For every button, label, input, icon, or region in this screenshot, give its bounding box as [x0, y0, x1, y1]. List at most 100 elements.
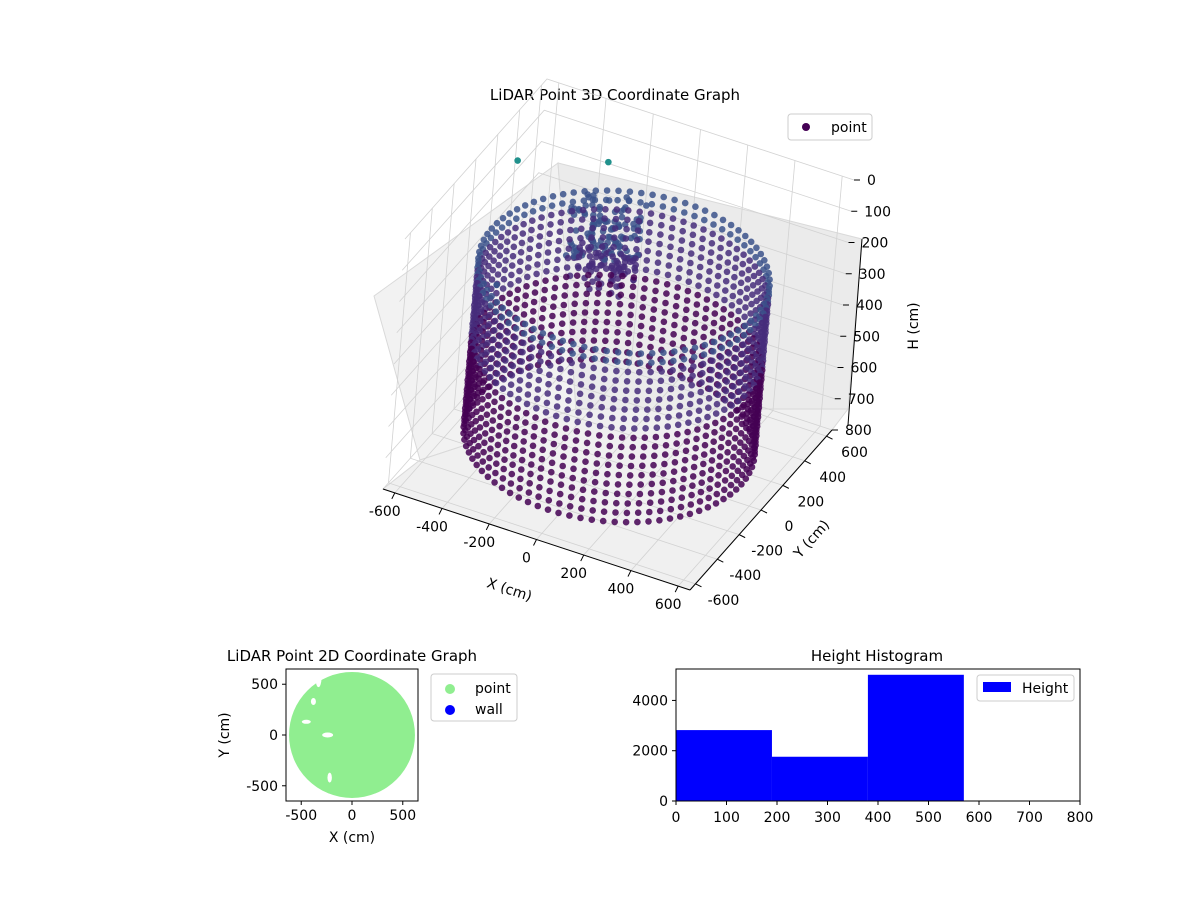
- point-3d: [600, 375, 608, 383]
- point-3d: [686, 510, 694, 518]
- point-3d: [541, 286, 548, 294]
- point-3d: [624, 368, 632, 376]
- plot-3d: LiDAR Point 3D Coordinate Graph 0 100 200 3…: [369, 78, 922, 613]
- point-3d: [624, 216, 631, 224]
- point-3d: [623, 378, 631, 385]
- point-3d: [691, 344, 699, 352]
- point-3d: [550, 440, 558, 448]
- point-3d: [645, 518, 652, 525]
- point-gap: [301, 719, 311, 724]
- point-3d: [511, 234, 518, 241]
- point-3d: [637, 350, 645, 357]
- point-3d: [741, 392, 748, 400]
- point-3d: [694, 426, 701, 433]
- point-3d: [747, 238, 755, 246]
- point-3d: [671, 459, 679, 466]
- point-3d: [554, 256, 561, 264]
- histogram-title: Height Histogram: [811, 647, 943, 665]
- point-3d: [563, 273, 570, 281]
- point-3d: [615, 187, 622, 195]
- point-3d: [589, 224, 596, 232]
- point-3d: [497, 332, 504, 340]
- point-3d: [647, 343, 654, 351]
- point-3d: [690, 463, 698, 471]
- point-3d: [560, 301, 568, 309]
- point-3d: [725, 430, 733, 437]
- point-3d: [556, 500, 563, 507]
- point-3d: [522, 409, 530, 417]
- point-3d: [573, 281, 580, 289]
- point-3d: [676, 255, 684, 263]
- point-3d: [581, 467, 588, 475]
- point-3d: [597, 413, 605, 420]
- point-3d: [549, 312, 556, 320]
- x-tick-label-hist: 400: [865, 810, 892, 826]
- point-3d: [480, 377, 488, 384]
- point-3d: [534, 261, 541, 268]
- point-3d: [609, 405, 617, 412]
- point-3d: [591, 196, 599, 204]
- point-3d: [697, 254, 705, 261]
- point-3d: [677, 246, 685, 254]
- point-3d: [747, 310, 754, 317]
- point-3d: [499, 475, 507, 482]
- y-tick-label-2d: 0: [269, 728, 278, 744]
- point-3d: [731, 435, 739, 442]
- point-3d: [587, 402, 594, 409]
- point-3d: [611, 225, 619, 232]
- plot-2d-ylabel: Y (cm): [217, 712, 233, 758]
- point-3d: [655, 396, 663, 403]
- point-3d: [567, 368, 575, 376]
- point-3d: [641, 275, 649, 283]
- point-3d: [570, 340, 577, 348]
- point-3d: [482, 358, 490, 366]
- point-3d: [618, 282, 625, 289]
- point-3d: [614, 196, 621, 204]
- point-3d: [681, 346, 689, 354]
- point-3d: [481, 367, 489, 375]
- point-3d: [476, 424, 484, 431]
- point-3d: [618, 443, 625, 451]
- point-3d: [637, 199, 644, 206]
- point-3d: [642, 266, 650, 274]
- point-3d: [635, 378, 642, 385]
- point-3d: [491, 398, 498, 406]
- point-3d: [727, 481, 735, 489]
- point-3d: [623, 509, 631, 517]
- point-3d: [503, 238, 511, 245]
- point-3d: [529, 442, 537, 450]
- point-3d: [648, 359, 655, 367]
- point-3d: [666, 252, 673, 260]
- point-3d: [538, 314, 546, 322]
- point-3d: [515, 494, 523, 501]
- point-3d: [577, 381, 585, 388]
- point-3d: [602, 328, 610, 335]
- point-3d: [676, 402, 684, 410]
- point-3d: [663, 281, 671, 288]
- point-3d: [654, 415, 661, 422]
- point-3d: [721, 486, 728, 494]
- point-3d: [496, 422, 503, 430]
- point-3d: [530, 325, 537, 333]
- point-3d: [663, 290, 670, 297]
- point-3d: [563, 415, 571, 423]
- point-3d: [734, 236, 741, 243]
- point-3d: [566, 236, 573, 243]
- point-3d: [518, 466, 525, 473]
- point-3d: [621, 406, 628, 413]
- point-3d: [736, 298, 743, 305]
- point-3d: [634, 518, 641, 526]
- y-tick-label: 400: [819, 470, 846, 486]
- point-3d: [585, 193, 592, 201]
- point-3d: [600, 508, 608, 515]
- point-3d: [493, 370, 501, 378]
- point-3d: [580, 477, 588, 484]
- point-3d: [622, 396, 629, 404]
- point-3d: [686, 269, 693, 276]
- point-3d: [696, 398, 704, 405]
- point-3d: [514, 286, 522, 294]
- point-3d: [617, 453, 624, 460]
- z-tick-label: 400: [856, 298, 883, 314]
- point-3d: [547, 478, 554, 485]
- point-3d: [491, 327, 498, 334]
